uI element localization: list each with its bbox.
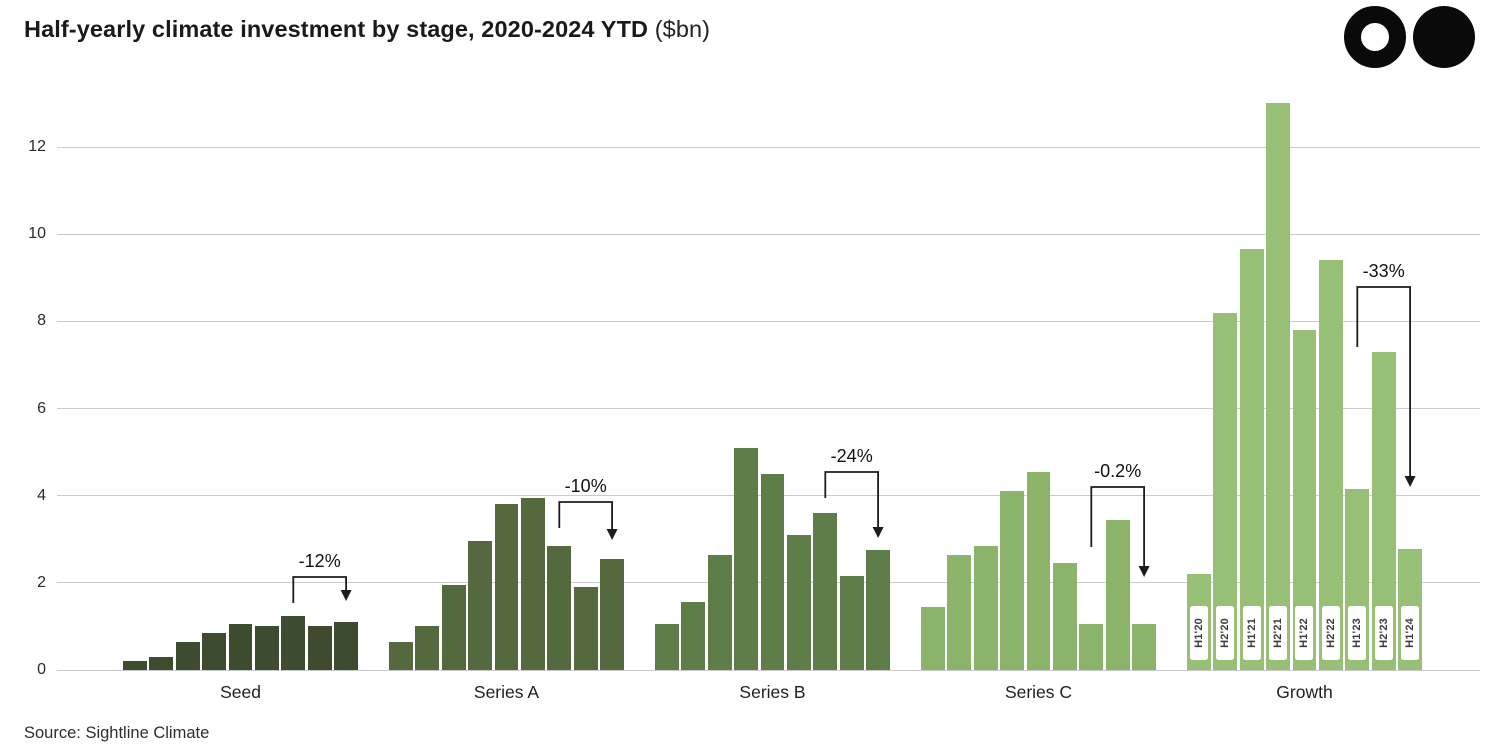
bar-series-a-h1-22	[494, 504, 519, 670]
bar-series-c-h2-22	[1052, 563, 1077, 670]
period-label-text: H2'23	[1377, 618, 1390, 648]
bar-group-series-c	[921, 100, 1156, 670]
period-label-h2-23: H2'23	[1374, 606, 1393, 660]
period-label-h1-23: H1'23	[1348, 606, 1367, 660]
bar-seed-h2-20	[149, 656, 174, 670]
y-axis-tick-8: 8	[37, 312, 46, 330]
x-axis-label-seed: Seed	[220, 682, 261, 702]
bar-series-a-h1-21	[441, 585, 466, 670]
chart-title-unit: ($bn)	[654, 16, 711, 42]
x-axis-label-growth: Growth	[1276, 682, 1333, 702]
period-label-h1-24: H1'24	[1401, 606, 1420, 660]
period-label-text: H2'22	[1324, 618, 1337, 648]
y-axis-tick-10: 10	[28, 225, 46, 243]
sightline-climate-logo	[1344, 6, 1475, 68]
period-label-text: H1'24	[1404, 618, 1417, 648]
x-axis-label-series-c: Series C	[1004, 682, 1073, 702]
period-label-text: H2'21	[1272, 618, 1285, 648]
bar-growth-h1-22: H1'22	[1292, 330, 1317, 670]
bar-group-series-b	[655, 100, 890, 670]
bar-series-c-h1-22	[1026, 471, 1051, 670]
bar-series-c-h2-20	[947, 554, 972, 670]
period-label-text: H1'20	[1192, 618, 1205, 648]
y-axis-tick-12: 12	[28, 138, 46, 156]
logo-dot-icon	[1413, 6, 1475, 68]
period-label-h1-22: H1'22	[1295, 606, 1314, 660]
bar-series-b-h1-20	[655, 624, 679, 670]
bar-series-c-h1-24	[1132, 624, 1156, 670]
bar-seed-h1-24	[334, 622, 358, 670]
period-label-text: H1'22	[1298, 618, 1311, 648]
period-label-text: H1'23	[1351, 618, 1364, 648]
bar-seed-h1-20	[123, 661, 147, 670]
bar-growth-h1-23: H1'23	[1345, 489, 1370, 670]
bar-group-seed	[123, 100, 358, 670]
bar-growth-h1-24: H1'24	[1398, 548, 1422, 670]
bar-group-series-a	[389, 100, 624, 670]
x-axis-label-series-a: Series A	[473, 682, 540, 702]
period-label-h2-22: H2'22	[1321, 606, 1340, 660]
gridline-y-0	[57, 669, 1480, 671]
bar-series-a-h2-22	[520, 497, 545, 670]
bar-series-a-h1-24	[600, 558, 624, 670]
y-axis-tick-6: 6	[37, 399, 46, 417]
source-caption: Source: Sightline Climate	[24, 724, 210, 742]
bar-seed-h2-22	[254, 626, 279, 670]
period-label-h1-21: H1'21	[1242, 606, 1261, 660]
bar-series-c-h2-21	[1000, 491, 1024, 670]
bar-growth-h2-22: H2'22	[1318, 260, 1343, 670]
y-axis-tick-4: 4	[37, 486, 46, 504]
bar-series-b-h1-22	[760, 473, 785, 670]
period-label-text: H2'20	[1219, 618, 1232, 648]
bar-series-c-h1-21	[973, 545, 998, 670]
bar-growth-h2-21: H2'21	[1266, 103, 1290, 670]
bar-series-b-h2-23	[839, 576, 864, 670]
chart-title: Half-yearly climate investment by stage,…	[24, 16, 710, 43]
bar-seed-h2-21	[202, 632, 226, 670]
bar-seed-h1-21	[175, 641, 200, 670]
bar-series-b-h1-24	[866, 550, 890, 670]
logo-ring-icon	[1344, 6, 1406, 68]
period-label-h2-20: H2'20	[1216, 606, 1235, 660]
chart-title-main: Half-yearly climate investment by stage,…	[24, 16, 649, 42]
bar-group-growth: H1'20 H2'20 H1'21 H2'21 H1'22 H2'22 H1'23 H2'23…	[1187, 100, 1422, 670]
bar-series-b-h1-21	[707, 554, 732, 670]
bar-growth-h2-20: H2'20	[1213, 312, 1238, 670]
gridline-y-10	[57, 233, 1480, 235]
bar-seed-h2-23	[307, 626, 332, 670]
bar-series-c-h2-23	[1105, 519, 1130, 670]
bar-series-c-h1-23	[1079, 624, 1104, 670]
bar-series-c-h1-20	[921, 606, 945, 670]
bar-series-a-h2-21	[468, 541, 492, 670]
bar-series-b-h2-20	[681, 602, 706, 670]
gridline-y-6	[57, 408, 1480, 410]
x-axis-label-series-b: Series B	[739, 682, 806, 702]
y-axis-tick-0: 0	[37, 661, 46, 678]
bar-series-a-h1-20	[389, 641, 413, 670]
bar-seed-h1-23	[281, 615, 306, 670]
period-label-text: H1'21	[1245, 618, 1258, 648]
gridline-y-12	[57, 146, 1480, 148]
period-label-h1-20: H1'20	[1189, 606, 1208, 660]
bar-series-a-h2-23	[573, 587, 598, 670]
bar-growth-h1-20: H1'20	[1187, 574, 1211, 670]
bar-series-b-h2-21	[734, 447, 758, 670]
bar-seed-h1-22	[228, 624, 253, 670]
gridline-y-8	[57, 320, 1480, 322]
bar-series-b-h1-23	[813, 513, 838, 670]
bar-series-a-h1-23	[547, 545, 572, 670]
y-axis-tick-2: 2	[37, 573, 46, 591]
bar-series-b-h2-22	[786, 534, 811, 670]
bar-growth-h2-23: H2'23	[1371, 351, 1396, 670]
bar-series-a-h2-20	[415, 626, 440, 670]
period-label-h2-21: H2'21	[1269, 606, 1288, 660]
bar-growth-h1-21: H1'21	[1239, 249, 1264, 670]
